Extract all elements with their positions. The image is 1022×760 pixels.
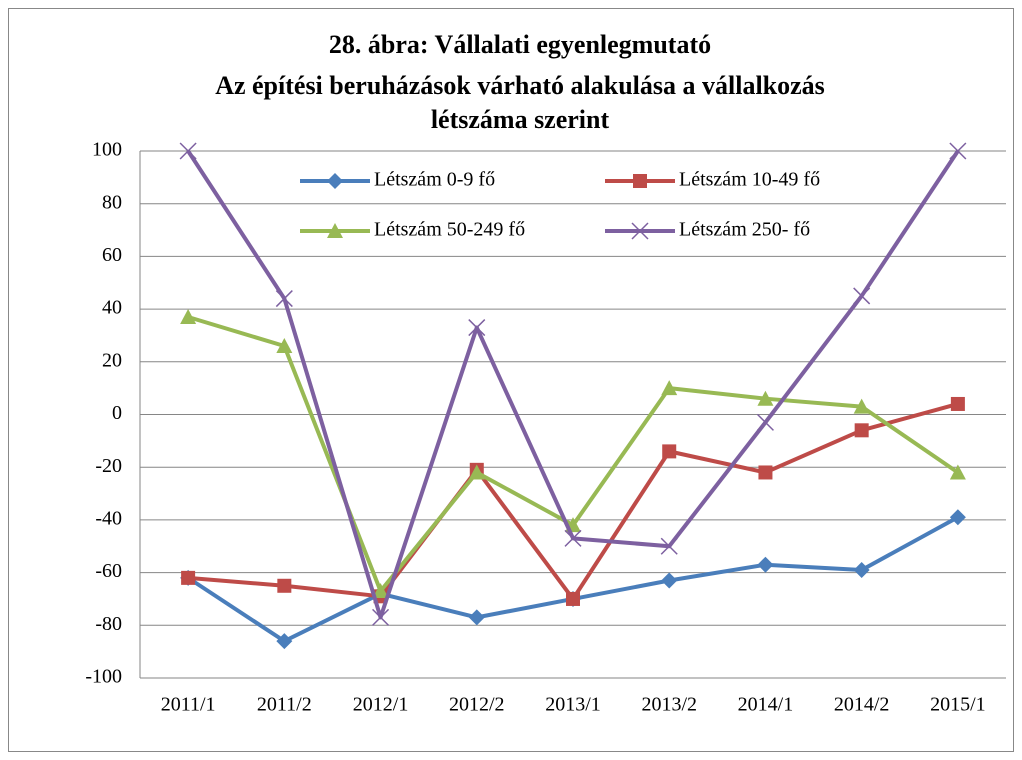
marker — [661, 380, 678, 396]
y-tick-label: 60 — [102, 244, 122, 266]
marker — [372, 583, 389, 599]
y-tick-label: 80 — [102, 191, 122, 213]
y-tick-label: 100 — [92, 139, 122, 161]
marker — [949, 464, 966, 480]
chart-border — [8, 8, 1014, 752]
y-tick-label: 40 — [102, 297, 122, 319]
marker — [327, 223, 343, 238]
marker — [179, 142, 197, 160]
marker — [275, 290, 293, 308]
marker — [468, 464, 485, 480]
marker — [950, 396, 965, 411]
legend-label: Létszám 10-49 fő — [679, 169, 820, 191]
marker — [662, 444, 677, 459]
chart-title: 28. ábra: Vállalati egyenlegmutató — [329, 30, 711, 59]
y-tick-label: 20 — [102, 349, 122, 371]
marker — [276, 633, 293, 650]
x-tick-label: 2012/2 — [449, 694, 505, 716]
marker — [758, 465, 773, 480]
x-tick-label: 2014/2 — [834, 694, 890, 716]
marker — [276, 337, 293, 353]
y-tick-label: -40 — [95, 507, 122, 529]
marker — [564, 529, 582, 547]
x-tick-label: 2011/1 — [161, 694, 216, 716]
marker — [756, 413, 774, 431]
x-tick-label: 2012/1 — [353, 694, 409, 716]
marker — [468, 609, 485, 626]
legend-label: Létszám 0-9 fő — [374, 169, 495, 191]
marker — [277, 578, 292, 593]
legend-label: Létszám 250- fő — [679, 219, 810, 241]
marker — [180, 309, 197, 325]
marker — [468, 319, 486, 337]
x-tick-label: 2015/1 — [930, 694, 986, 716]
marker — [853, 561, 870, 578]
y-tick-label: -80 — [95, 613, 122, 635]
x-tick-label: 2011/2 — [257, 694, 312, 716]
marker — [853, 398, 870, 414]
x-tick-label: 2014/1 — [738, 694, 794, 716]
y-tick-label: 0 — [112, 402, 122, 424]
marker — [372, 608, 390, 626]
legend-label: Létszám 50-249 fő — [374, 219, 525, 241]
marker — [661, 572, 678, 589]
marker — [757, 556, 774, 573]
marker — [660, 537, 678, 555]
marker — [631, 222, 649, 240]
chart-title: Az építési beruházások várható alakulása… — [215, 71, 825, 100]
y-tick-label: -60 — [95, 560, 122, 582]
marker — [949, 509, 966, 526]
chart-title: létszáma szerint — [431, 105, 610, 134]
marker — [181, 570, 196, 585]
marker — [853, 287, 871, 305]
y-tick-label: -20 — [95, 455, 122, 477]
y-tick-label: -100 — [85, 666, 122, 688]
x-tick-label: 2013/1 — [545, 694, 601, 716]
marker — [757, 390, 774, 406]
x-tick-label: 2013/2 — [641, 694, 697, 716]
marker — [854, 423, 869, 438]
marker — [327, 173, 343, 189]
marker — [566, 591, 580, 606]
marker — [949, 142, 967, 160]
marker — [633, 174, 647, 188]
